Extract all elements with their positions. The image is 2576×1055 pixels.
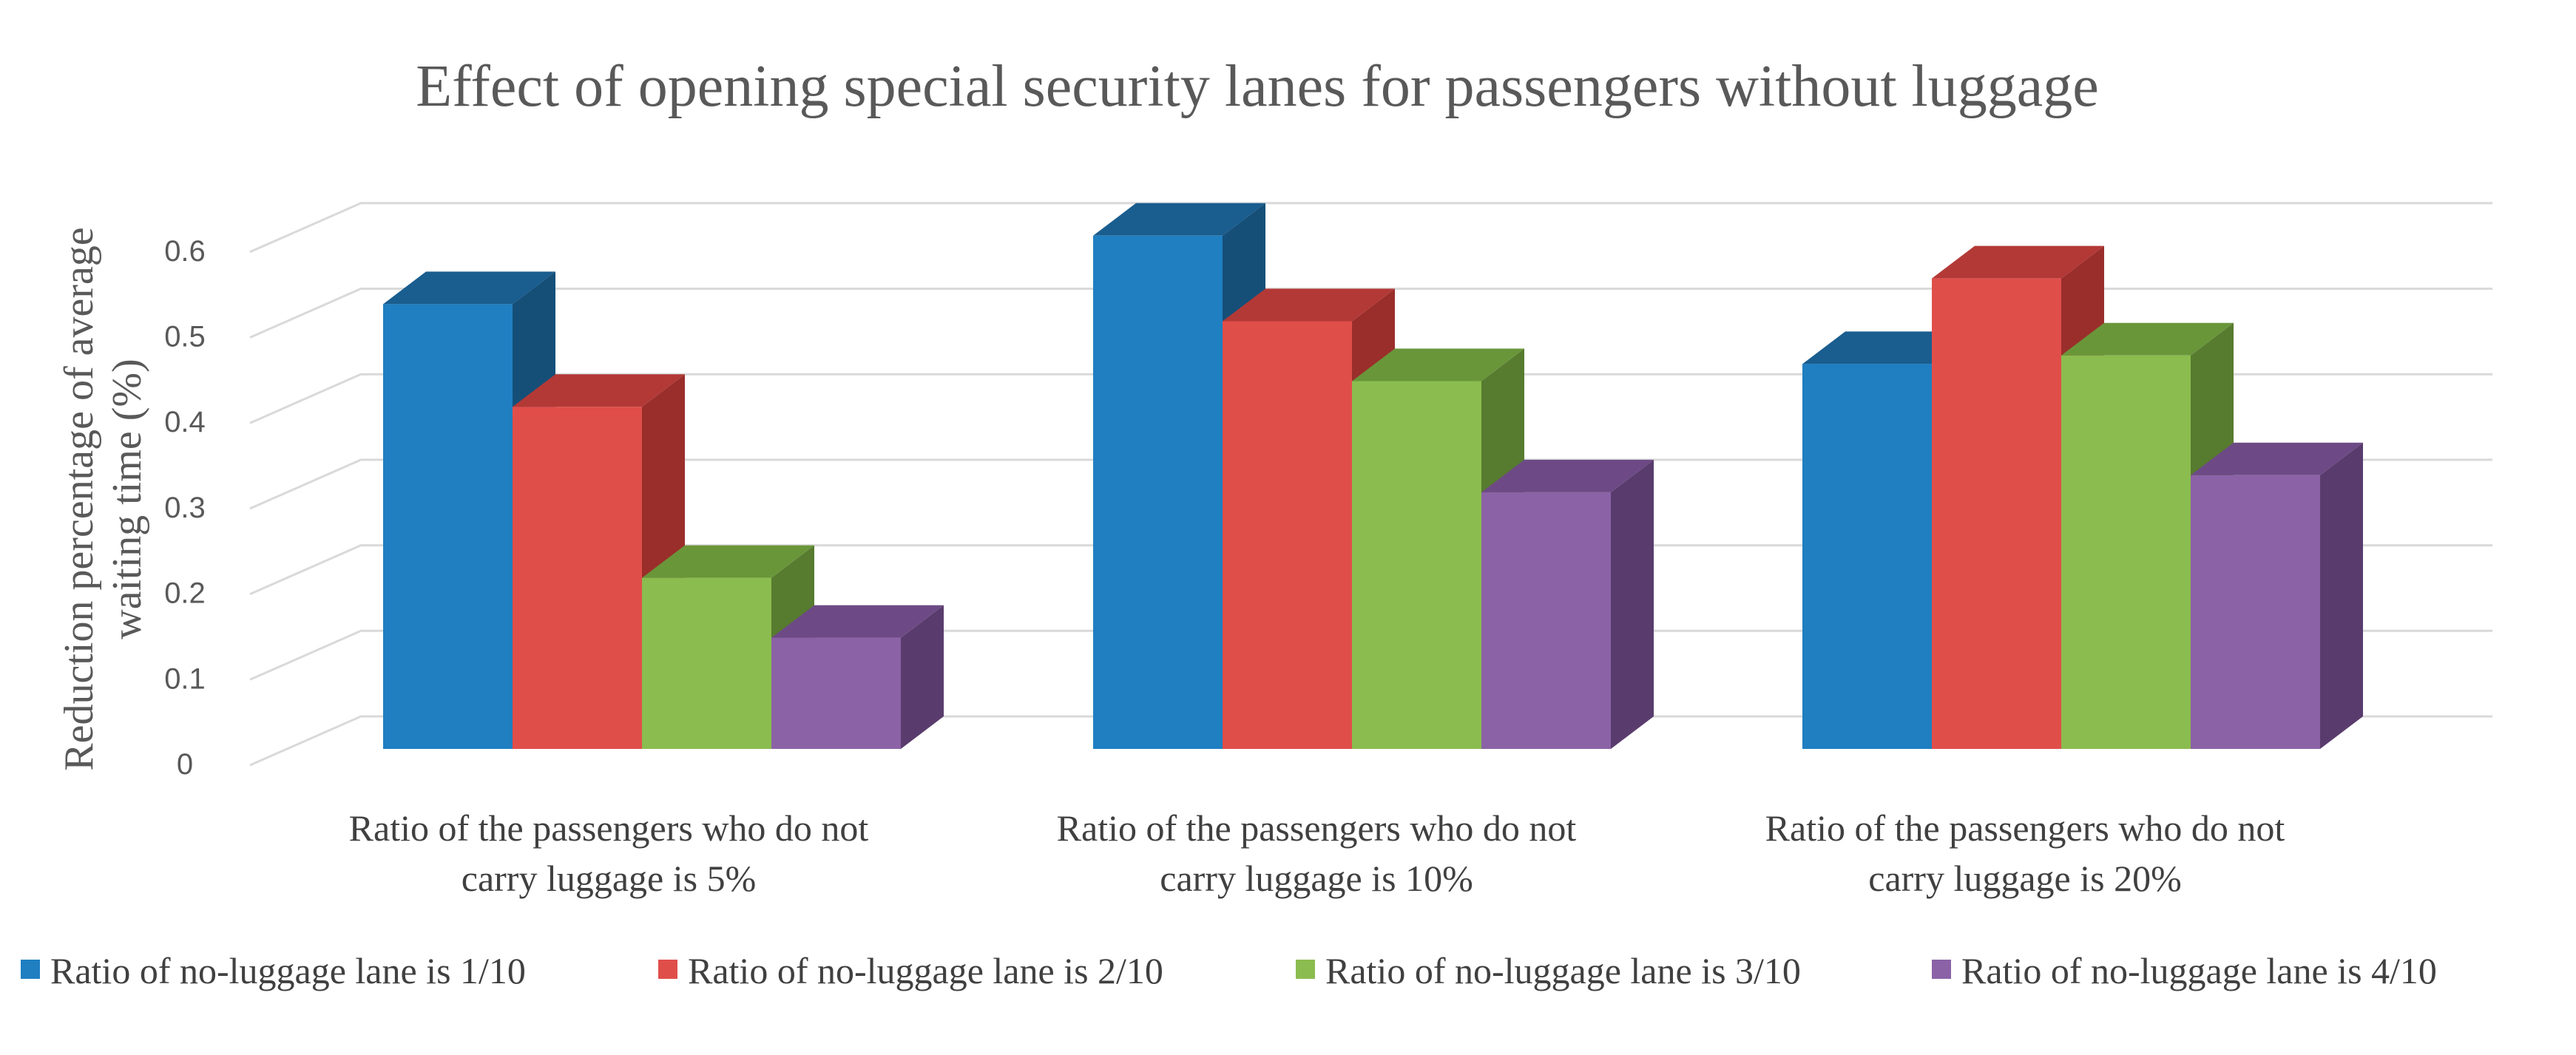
legend-swatch-3-10 [1296,960,1315,979]
bar-front [1093,235,1223,749]
category-label-10pct-line2: carry luggage is 10% [1160,858,1473,899]
gridline [249,373,2492,424]
legend-label-4-10: Ratio of no-luggage lane is 4/10 [1961,950,2437,991]
bar-top [513,374,685,407]
bar-4-10-cat1 [771,605,944,749]
legend-label-2-10: Ratio of no-luggage lane is 2/10 [688,950,1163,991]
category-label-20pct-line1: Ratio of the passengers who do not [1765,807,2285,849]
bar-front [513,407,642,749]
bar-top [1223,288,1395,322]
legend-label-1-10: Ratio of no-luggage lane is 1/10 [50,950,526,991]
bar-front [642,577,771,749]
bar-top [2191,442,2363,475]
bar-front [1223,321,1352,749]
category-label-5pct-line1: Ratio of the passengers who do not [349,807,869,849]
bar-front [383,304,513,749]
gridline [249,288,2492,339]
bar-top [1093,203,1265,236]
y-axis-ticks: 0 0.1 0.2 0.3 0.4 0.5 0.6 [164,235,206,781]
y-tick-label: 0.2 [164,577,206,610]
gridlines [249,202,2492,767]
bar-side [1611,459,1654,749]
bar-top [1802,331,1975,364]
bar-front [1481,492,1611,749]
gridline [249,458,2492,510]
legend-swatch-1-10 [21,960,40,979]
bar-front [771,637,901,749]
gridline [249,544,2492,595]
legend-swatch-4-10 [1932,960,1951,979]
bar-4-10-cat3 [2191,442,2363,749]
bar-front [1932,278,2061,749]
gridline [249,202,2492,254]
bar-top [383,271,555,305]
y-tick-label: 0.6 [164,235,206,268]
bar-top [642,545,814,578]
y-tick-label: 0.5 [164,321,206,353]
legend-swatch-2-10 [658,960,677,979]
bar-3-10-cat2 [1352,348,1524,749]
y-tick-label: 0 [177,748,193,781]
y-axis-label-line2: waiting time (%) [104,359,150,639]
y-tick-label: 0.1 [164,662,206,695]
y-tick-label: 0.3 [164,492,206,524]
category-label-20pct-line2: carry luggage is 20% [1868,858,2181,899]
bar-front [2061,355,2191,749]
bar-side [2320,442,2363,749]
bar-front [1802,364,1932,750]
category-labels: Ratio of the passengers who do not carry… [349,807,2285,899]
bar-top [1481,459,1654,492]
y-tick-label: 0.4 [164,406,206,438]
bar-top [2061,322,2234,356]
category-label-5pct-line2: carry luggage is 5% [462,858,756,899]
bar-4-10-cat2 [1481,459,1654,749]
bar-top [1932,245,2104,279]
legend-label-3-10: Ratio of no-luggage lane is 3/10 [1325,950,1801,991]
gridline [249,629,2492,681]
bar-side [901,605,944,749]
chart-title: Effect of opening special security lanes… [416,54,2099,119]
bar-top [1352,348,1524,381]
bar-front [2191,475,2320,749]
bar-top [771,605,944,638]
category-label-10pct-line1: Ratio of the passengers who do not [1057,807,1577,849]
bar-front [1352,381,1481,749]
bars [383,203,2363,750]
legend: Ratio of no-luggage lane is 1/10 Ratio o… [21,950,2437,991]
y-axis-label-line1: Reduction percentage of average [56,227,102,770]
gridline [249,715,2492,767]
